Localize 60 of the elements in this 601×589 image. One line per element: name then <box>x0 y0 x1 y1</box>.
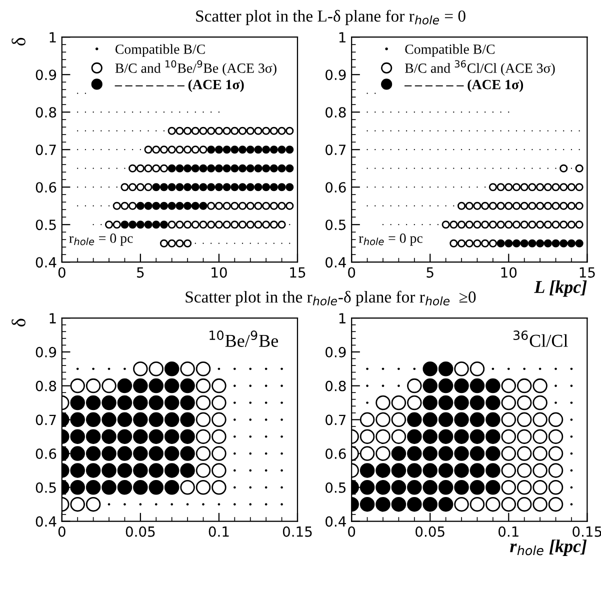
y-tick-label: 0.7 <box>36 144 56 156</box>
x-tick-label: 0.15 <box>282 526 312 537</box>
y-tick-label: 0.8 <box>36 380 56 392</box>
y-tick-label: 0.4 <box>326 516 346 527</box>
y-tick-label: 0.9 <box>326 70 346 80</box>
y-axis-title: δ <box>12 318 26 326</box>
y-tick-label: 0.6 <box>36 448 56 460</box>
y-tick-label: 0.6 <box>326 182 346 193</box>
x-tick-label: 0.1 <box>208 526 229 537</box>
x-axis-title: L [kpc] <box>534 280 587 297</box>
x-tick-label: 0 <box>58 526 66 537</box>
x-tick-label: 10 <box>212 267 227 278</box>
y-tick-label: 0.7 <box>36 414 56 426</box>
x-tick-label: 5 <box>137 267 144 278</box>
y-tick-label: 0.6 <box>326 448 346 460</box>
chart-title: Scatter plot in the L-δ plane for r$_{hole}$ = 0 <box>196 10 466 26</box>
y-tick-label: 1 <box>339 313 346 324</box>
y-axis-title: δ <box>12 38 26 46</box>
x-tick-label: 0 <box>348 526 356 537</box>
y-tick-label: 0.9 <box>326 346 346 358</box>
y-tick-label: 0.6 <box>36 182 56 193</box>
legend-label: – – – – – – (ACE 1σ) <box>404 79 524 92</box>
y-tick-label: 1 <box>50 32 56 42</box>
y-tick-label: 1 <box>339 32 346 42</box>
x-tick-label: 5 <box>426 267 434 278</box>
annotation: r$_{hole}$ = 0 pc <box>69 234 133 246</box>
y-tick-label: 1 <box>50 313 56 324</box>
x-tick-label: 0.1 <box>498 526 518 537</box>
x-tick-label: 15 <box>580 267 595 278</box>
annotation: $^{36}$Cl/Cl <box>513 330 568 347</box>
y-tick-label: 0.5 <box>36 220 56 230</box>
legend-label: B/C and $^{36}$Cl/Cl (ACE 3σ) <box>405 60 555 76</box>
annotation: $^{10}$Be/$^{9}$Be <box>210 330 278 347</box>
y-tick-label: 0.9 <box>36 70 56 80</box>
x-tick-label: 0 <box>348 267 356 278</box>
legend-label: Compatible B/C <box>116 44 205 57</box>
y-tick-label: 0.5 <box>36 482 56 493</box>
y-tick-label: 0.4 <box>36 516 56 527</box>
y-tick-label: 0.4 <box>36 257 56 268</box>
annotation: r$_{hole}$ = 0 pc <box>358 234 422 246</box>
y-tick-label: 0.4 <box>326 257 346 268</box>
x-tick-label: 0 <box>58 267 66 278</box>
legend-label: – – – – – – – (ACE 1σ) <box>114 79 244 92</box>
x-tick-label: 0.05 <box>416 526 444 537</box>
y-tick-label: 0.7 <box>326 144 346 156</box>
y-tick-label: 0.9 <box>36 346 56 358</box>
legend-label: Compatible B/C <box>405 44 495 57</box>
y-tick-label: 0.8 <box>36 107 56 118</box>
x-tick-label: 0.15 <box>572 526 601 537</box>
y-tick-label: 0.8 <box>326 380 346 392</box>
chart-title: Scatter plot in the r$_{hole}$-δ plane for r$_{hole}$ ≥0 <box>186 290 476 306</box>
x-tick-label: 15 <box>290 267 306 278</box>
legend-label: B/C and $^{10}$Be/$^{9}$Be (ACE 3σ) <box>115 60 276 76</box>
y-tick-label: 0.8 <box>326 107 346 118</box>
y-tick-label: 0.5 <box>326 482 346 493</box>
x-tick-label: 10 <box>501 267 517 278</box>
x-tick-label: 0.05 <box>126 526 155 537</box>
x-axis-title: r$_{hole}$ [kpc] <box>510 540 587 556</box>
y-tick-label: 0.7 <box>326 414 346 426</box>
y-tick-label: 0.5 <box>326 220 346 230</box>
